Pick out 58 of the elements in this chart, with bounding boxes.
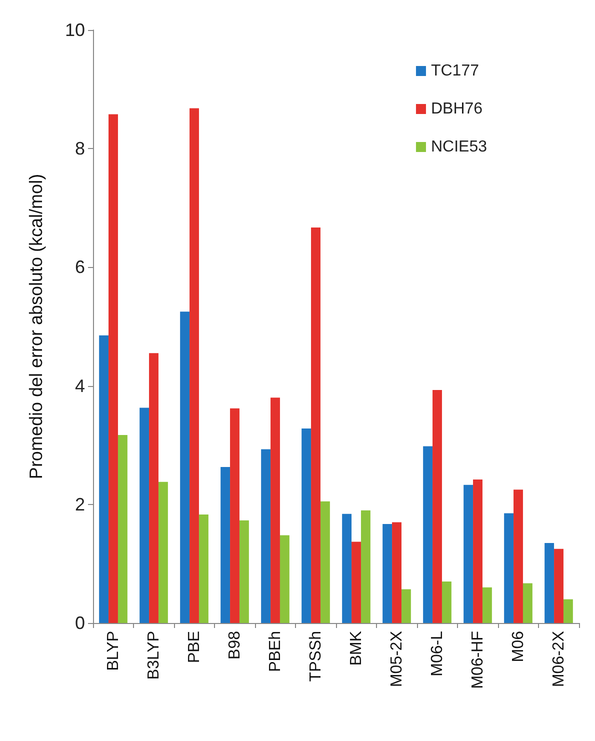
bar xyxy=(270,398,280,623)
y-tick-label: 8 xyxy=(74,138,85,159)
bar xyxy=(261,449,271,623)
x-tick-label: M06 xyxy=(510,630,527,662)
bar xyxy=(342,514,352,623)
x-tick-label: B98 xyxy=(226,630,244,660)
legend-label: DBH76 xyxy=(430,100,483,118)
x-tick-label: BLYP xyxy=(104,631,122,671)
bar xyxy=(320,501,330,623)
bar xyxy=(432,390,442,623)
bar xyxy=(118,435,128,623)
bar xyxy=(180,312,190,623)
y-tick-label: 4 xyxy=(74,376,85,396)
bar xyxy=(149,353,158,623)
bar xyxy=(401,589,411,623)
y-tick-label: 2 xyxy=(74,494,85,514)
bar xyxy=(311,227,320,623)
x-tick-label: M06-L xyxy=(428,630,446,676)
bar xyxy=(522,583,532,623)
bar xyxy=(99,335,109,623)
x-tick-label: B3LYP xyxy=(145,631,162,680)
bar xyxy=(544,542,554,623)
legend-label: TC177 xyxy=(430,62,480,80)
legend-label: NCIE53 xyxy=(430,138,488,156)
x-tick-label: M06-2X xyxy=(550,630,568,688)
bar xyxy=(423,446,433,623)
x-tick-label: PBE xyxy=(186,631,203,664)
x-tick-label: M06-HF xyxy=(469,630,486,689)
bar xyxy=(198,514,208,623)
bar xyxy=(504,513,514,623)
x-tick-label: M05-2X xyxy=(388,630,406,688)
x-tick-label: PBEh xyxy=(266,631,284,672)
x-tick-label: BMK xyxy=(348,630,365,666)
bar xyxy=(302,428,312,623)
bar xyxy=(190,108,199,623)
bar xyxy=(554,548,564,623)
bar xyxy=(464,484,474,623)
bar xyxy=(140,408,150,623)
bar xyxy=(442,581,452,623)
bar xyxy=(514,490,523,623)
bar xyxy=(482,587,492,623)
bar xyxy=(108,114,118,623)
y-axis-title: Promedio del error absoluto (kcal/mol) xyxy=(26,174,46,480)
bar xyxy=(563,599,573,623)
y-tick-label: 0 xyxy=(74,613,85,633)
bar xyxy=(392,522,402,623)
bar xyxy=(158,482,168,623)
y-tick-label: 6 xyxy=(74,257,85,278)
bar xyxy=(280,535,290,623)
bar xyxy=(239,520,249,623)
bar xyxy=(230,408,240,623)
bar xyxy=(382,524,392,623)
bar xyxy=(473,479,482,623)
bar xyxy=(220,467,230,623)
x-tick-label: TPSSh xyxy=(307,631,324,682)
y-tick-label: 10 xyxy=(64,20,85,40)
bar xyxy=(352,542,361,623)
bar xyxy=(360,510,370,623)
